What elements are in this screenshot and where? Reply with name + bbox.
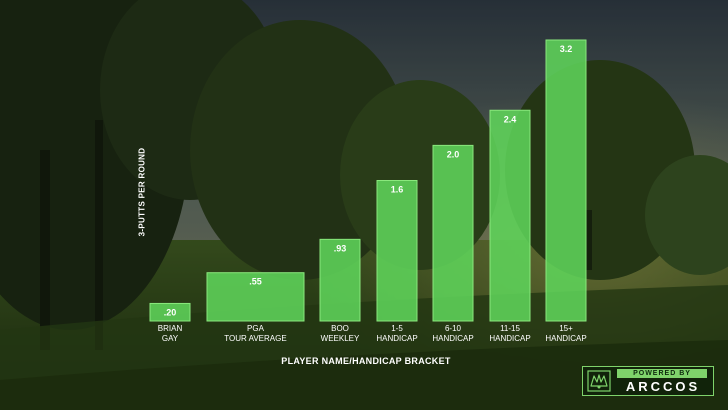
crown-logo-icon: [587, 370, 611, 392]
tick-label-0-1: GAY: [162, 334, 179, 343]
tick-label-1-1: TOUR AVERAGE: [224, 334, 286, 343]
data-label-3: 1.6: [391, 185, 404, 195]
bar-3: [376, 180, 418, 322]
data-label-1: .55: [249, 277, 262, 287]
y-axis-label: 3-PUTTS PER ROUND: [137, 147, 147, 237]
bar-6: [545, 39, 587, 322]
bar-0: [149, 302, 191, 322]
data-label-2: .93: [334, 243, 347, 253]
data-label-0: .20: [164, 307, 177, 317]
x-axis-label: PLAYER NAME/HANDICAP BRACKET: [281, 356, 451, 366]
tick-label-1-0: PGA: [247, 324, 265, 333]
tick-label-4-1: HANDICAP: [432, 334, 473, 343]
tick-label-6-0: 15+: [559, 324, 573, 333]
tick-label-0-0: BRIAN: [158, 324, 183, 333]
badge-brand-name: ARCCOS: [625, 379, 701, 394]
data-label-4: 2.0: [447, 149, 460, 159]
bar-5: [489, 109, 531, 322]
tick-label-2-0: BOO: [331, 324, 349, 333]
tick-label-4-0: 6-10: [445, 324, 462, 333]
tick-label-5-0: 11-15: [500, 324, 520, 333]
data-label-5: 2.4: [504, 114, 517, 124]
badge-powered-by: POWERED BY: [617, 369, 707, 378]
data-label-6: 3.2: [560, 44, 573, 54]
tick-label-3-0: 1-5: [391, 324, 403, 333]
arccos-badge: POWERED BY ARCCOS: [582, 366, 714, 396]
tick-label-3-1: HANDICAP: [376, 334, 417, 343]
tick-label-5-1: HANDICAP: [489, 334, 530, 343]
bar-2: [319, 238, 361, 322]
bar-4: [432, 144, 474, 322]
tick-label-6-1: HANDICAP: [545, 334, 586, 343]
bar-1: [206, 272, 305, 322]
tick-label-2-1: WEEKLEY: [321, 334, 360, 343]
